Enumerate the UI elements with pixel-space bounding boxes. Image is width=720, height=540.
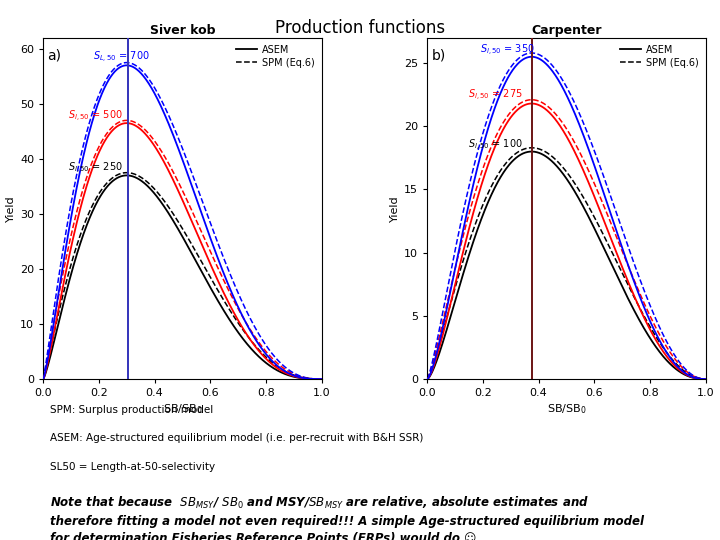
Text: $S_{l,50}$ = 500: $S_{l,50}$ = 500 bbox=[68, 109, 123, 124]
Y-axis label: Yield: Yield bbox=[390, 195, 400, 222]
Text: $S_{l,50}$ = 275: $S_{l,50}$ = 275 bbox=[467, 89, 523, 104]
Text: $S_{l,50}$ = 100: $S_{l,50}$ = 100 bbox=[467, 138, 523, 153]
X-axis label: SB/SB$_0$: SB/SB$_0$ bbox=[546, 402, 586, 416]
Y-axis label: Yield: Yield bbox=[6, 195, 16, 222]
Legend: ASEM, SPM (Eq.6): ASEM, SPM (Eq.6) bbox=[234, 43, 317, 70]
Text: $S_{l,50}$ = 350: $S_{l,50}$ = 350 bbox=[480, 43, 535, 58]
Text: SL50 = Length-at-50-selectivity: SL50 = Length-at-50-selectivity bbox=[50, 462, 215, 472]
Text: SPM: Surplus production model: SPM: Surplus production model bbox=[50, 404, 213, 415]
Title: Carpenter: Carpenter bbox=[531, 24, 602, 37]
Text: Note that because  $SB_{MSY}$/ $SB_0$ and MSY/$SB_{MSY}$ are relative, absolute : Note that because $SB_{MSY}$/ $SB_0$ and… bbox=[50, 495, 644, 540]
Text: Production functions: Production functions bbox=[275, 19, 445, 37]
Text: a): a) bbox=[48, 48, 61, 62]
Text: b): b) bbox=[431, 48, 446, 62]
X-axis label: SB/SB$_0$: SB/SB$_0$ bbox=[163, 402, 202, 416]
Text: ASEM: Age-structured equilibrium model (i.e. per-recruit with B&H SSR): ASEM: Age-structured equilibrium model (… bbox=[50, 434, 423, 443]
Legend: ASEM, SPM (Eq.6): ASEM, SPM (Eq.6) bbox=[618, 43, 701, 70]
Text: $S_{L,50}$ = 700: $S_{L,50}$ = 700 bbox=[94, 50, 150, 65]
Text: $S_{l,50}$ = 250: $S_{l,50}$ = 250 bbox=[68, 161, 123, 177]
Title: Siver kob: Siver kob bbox=[150, 24, 215, 37]
